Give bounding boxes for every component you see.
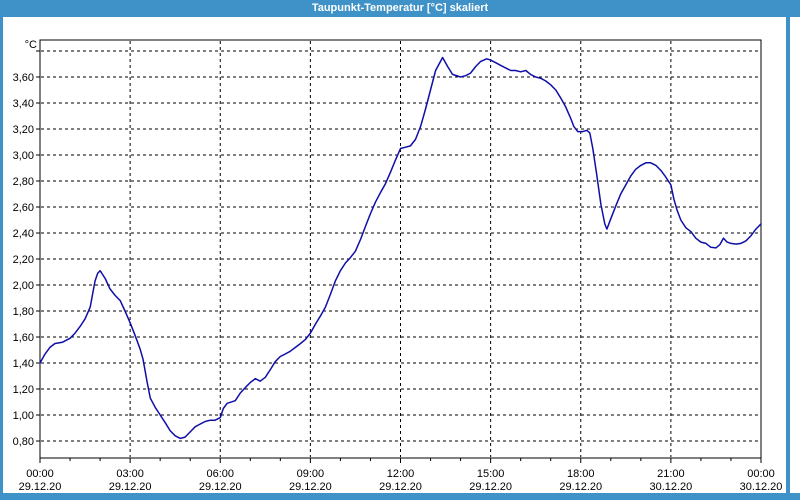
x-tick-time-label: 21:00 [657, 468, 685, 480]
y-tick-label: 1,40 [13, 358, 34, 370]
y-tick-label: 1,60 [13, 332, 34, 344]
x-tick-time-label: 06:00 [206, 468, 234, 480]
x-tick-time-label: 00:00 [747, 468, 775, 480]
x-tick-time-label: 03:00 [116, 468, 144, 480]
y-tick-label: 1,00 [13, 410, 34, 422]
y-tick-label: 2,20 [13, 254, 34, 266]
x-tick-time-label: 15:00 [477, 468, 505, 480]
y-tick-label: 2,80 [13, 176, 34, 188]
x-tick-date-label: 30.12.20 [649, 481, 692, 493]
x-tick-date-label: 29.12.20 [469, 481, 512, 493]
title-bar: Taupunkt-Temperatur [°C] skaliert [0, 0, 800, 17]
y-tick-label: 0,80 [13, 436, 34, 448]
window-border-right [786, 17, 790, 493]
y-axis-unit-label: °C [24, 39, 37, 51]
x-tick-date-label: 29.12.20 [559, 481, 602, 493]
window-title: Taupunkt-Temperatur [°C] skaliert [311, 2, 489, 14]
y-tick-label: 1,80 [13, 306, 34, 318]
x-tick-date-label: 29.12.20 [289, 481, 332, 493]
x-tick-date-label: 29.12.20 [379, 481, 422, 493]
x-tick-time-label: 09:00 [297, 468, 325, 480]
y-tick-label: 1,20 [13, 384, 34, 396]
y-tick-label: 3,60 [13, 72, 34, 84]
dewpoint-series-line [39, 56, 762, 440]
x-tick-time-label: 12:00 [387, 468, 415, 480]
x-tick-date-label: 29.12.20 [19, 481, 62, 493]
x-tick-date-label: 29.12.20 [199, 481, 242, 493]
y-tick-label: 3,00 [13, 150, 34, 162]
x-tick-time-label: 18:00 [567, 468, 595, 480]
x-tick-time-label: 00:00 [26, 468, 54, 480]
x-tick-date-label: 29.12.20 [109, 481, 152, 493]
window-border-left [0, 17, 3, 494]
y-tick-label: 3,40 [13, 98, 34, 110]
y-tick-label: 2,40 [13, 228, 34, 240]
y-tick-label: 2,60 [13, 202, 34, 214]
y-tick-label: 2,00 [13, 280, 34, 292]
window-border-bottom [0, 493, 800, 500]
x-tick-date-label: 30.12.20 [740, 481, 783, 493]
y-tick-label: 3,20 [13, 124, 34, 136]
